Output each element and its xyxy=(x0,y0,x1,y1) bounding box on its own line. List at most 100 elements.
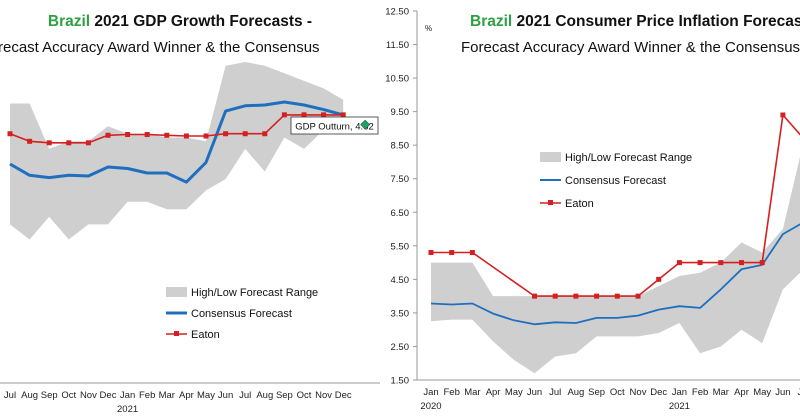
cpi-eaton-point xyxy=(532,293,537,299)
gdp-x-tick-label: Jul xyxy=(239,390,251,401)
cpi-x-tick-label: May xyxy=(505,387,523,398)
gdp-title-country: Brazil xyxy=(48,13,90,30)
gdp-eaton-point xyxy=(301,112,307,118)
gdp-x-tick-label: Aug xyxy=(256,390,273,401)
cpi-range-band xyxy=(431,156,800,374)
cpi-y-tick-label: 9.50 xyxy=(391,107,410,118)
cpi-y-tick-label: 6.50 xyxy=(391,208,410,219)
gdp-x-tick-label: Nov xyxy=(80,390,97,401)
gdp-eaton-point xyxy=(46,140,52,146)
cpi-title-country: Brazil xyxy=(470,13,512,30)
gdp-consensus-series xyxy=(9,100,344,184)
cpi-x-tick-label: May xyxy=(753,387,771,398)
cpi-eaton-point xyxy=(780,112,786,118)
cpi-consensus-line xyxy=(430,223,800,326)
cpi-eaton-point xyxy=(428,250,434,256)
cpi-x-tick-label: Jun xyxy=(775,387,790,398)
cpi-y-tick-label: 5.50 xyxy=(391,241,410,252)
gdp-chart: Brazil 2021 GDP Growth Forecasts - Forec… xyxy=(0,13,380,415)
cpi-legend-eaton-marker xyxy=(548,200,553,205)
cpi-eaton-point xyxy=(697,260,703,266)
gdp-eaton-point xyxy=(85,140,91,146)
gdp-outturn-label-box xyxy=(290,116,379,135)
cpi-x-tick-label: Mar xyxy=(713,387,729,398)
cpi-eaton-point xyxy=(676,260,682,266)
cpi-eaton-point xyxy=(552,293,558,299)
gdp-x-tick-label: Mar xyxy=(159,390,175,401)
cpi-x-tick-label: Jan xyxy=(672,387,687,398)
gdp-eaton-line xyxy=(9,114,344,144)
cpi-title: Brazil 2021 Consumer Price Inflation For… xyxy=(470,13,800,30)
cpi-x-tick-label: Feb xyxy=(692,387,708,398)
gdp-eaton-point xyxy=(183,133,189,139)
cpi-year-label: 2021 xyxy=(669,401,690,412)
gdp-x-tick-label: Feb xyxy=(139,390,155,401)
gdp-title-main: 2021 GDP Growth Forecasts - xyxy=(90,13,312,30)
gdp-eaton-point xyxy=(203,133,209,139)
gdp-eaton-point xyxy=(164,132,170,138)
cpi-eaton-point xyxy=(469,250,475,256)
gdp-x-tick-label: Oct xyxy=(297,390,312,401)
gdp-eaton-point xyxy=(242,131,248,137)
cpi-range-area xyxy=(431,156,800,374)
cpi-x-tick-label: Dec xyxy=(650,387,667,398)
gdp-year-label: 2021 xyxy=(117,404,138,415)
cpi-x-tick-label: Nov xyxy=(630,387,647,398)
gdp-consensus-line xyxy=(9,100,344,184)
cpi-y-tick-label: 3.50 xyxy=(391,308,410,319)
gdp-legend-consensus-label: Consensus Forecast xyxy=(191,308,292,320)
gdp-eaton-point xyxy=(66,140,72,146)
gdp-legend-range-swatch xyxy=(166,287,187,297)
gdp-x-tick-label: Aug xyxy=(21,390,38,401)
cpi-y-ticks: 1.50 2.50 3.50 4.50 5.50 6.50 7.50 8.50 9.50 10.5… xyxy=(385,7,417,387)
cpi-legend-range-label: High/Low Forecast Range xyxy=(565,152,692,164)
gdp-legend-eaton-marker xyxy=(174,331,179,336)
cpi-y-tick-label: 2.50 xyxy=(391,342,410,353)
gdp-title: Brazil 2021 GDP Growth Forecasts - xyxy=(48,13,312,30)
cpi-chart: % 1.50 2.50 3.50 4.50 5.50 6.50 7.50 8.50 9.50 10… xyxy=(385,7,800,412)
cpi-eaton-point xyxy=(614,293,620,299)
gdp-legend: High/Low Forecast Range Consensus Foreca… xyxy=(166,287,318,341)
cpi-x-tick-label: Jul xyxy=(798,387,800,398)
cpi-y-tick-label: 4.50 xyxy=(391,275,410,286)
cpi-legend-range-swatch xyxy=(540,152,561,162)
gdp-x-tick-label: Dec xyxy=(100,390,117,401)
cpi-x-tick-label: Mar xyxy=(464,387,480,398)
gdp-x-tick-label: May xyxy=(197,390,215,401)
cpi-y-tick-label: 10.50 xyxy=(385,74,409,85)
cpi-y-tick-label: 12.50 xyxy=(385,7,409,18)
gdp-eaton-point xyxy=(281,112,287,118)
gdp-eaton-point xyxy=(27,138,33,144)
cpi-title-main: 2021 Consumer Price Inflation Forecasts … xyxy=(512,13,800,30)
cpi-eaton-point xyxy=(449,250,455,256)
cpi-x-tick-label: Apr xyxy=(734,387,749,398)
cpi-eaton-series xyxy=(428,112,800,299)
gdp-outturn-label: GDP Outturn, 4.62 xyxy=(295,122,374,133)
cpi-legend-eaton-label: Eaton xyxy=(565,198,594,210)
cpi-x-tick-label: Jul xyxy=(549,387,561,398)
gdp-outturn-group: GDP Outturn, 4.62 xyxy=(290,116,379,135)
cpi-eaton-point xyxy=(759,260,765,266)
cpi-x-tick-label: Jan xyxy=(423,387,438,398)
cpi-y-tick-label: 8.50 xyxy=(391,141,410,152)
gdp-eaton-point xyxy=(144,132,150,137)
cpi-eaton-point xyxy=(573,293,579,299)
cpi-y-tick-label: 1.50 xyxy=(391,376,410,387)
cpi-x-tick-label: Jun xyxy=(527,387,542,398)
gdp-x-tick-label: Dec xyxy=(335,390,352,401)
cpi-x-tick-label: Oct xyxy=(610,387,625,398)
gdp-legend-range-label: High/Low Forecast Range xyxy=(191,287,318,299)
gdp-eaton-point xyxy=(125,132,131,137)
cpi-x-tick-label: Aug xyxy=(567,387,584,398)
gdp-x-tick-label: Sep xyxy=(276,390,293,401)
cpi-eaton-line xyxy=(431,114,800,297)
cpi-y-tick-label: 11.50 xyxy=(386,40,409,51)
cpi-eaton-point xyxy=(739,260,744,266)
cpi-year-label: 2020 xyxy=(420,401,441,412)
gdp-outturn-marker xyxy=(360,119,371,130)
gdp-eaton-point xyxy=(262,131,268,137)
cpi-eaton-point xyxy=(594,293,600,299)
cpi-x-tick-label: Sep xyxy=(588,387,605,398)
gdp-x-ticks: Jul Aug Sep Oct Nov Dec Jan Feb Mar Apr May Jun Jul A… xyxy=(4,390,352,415)
